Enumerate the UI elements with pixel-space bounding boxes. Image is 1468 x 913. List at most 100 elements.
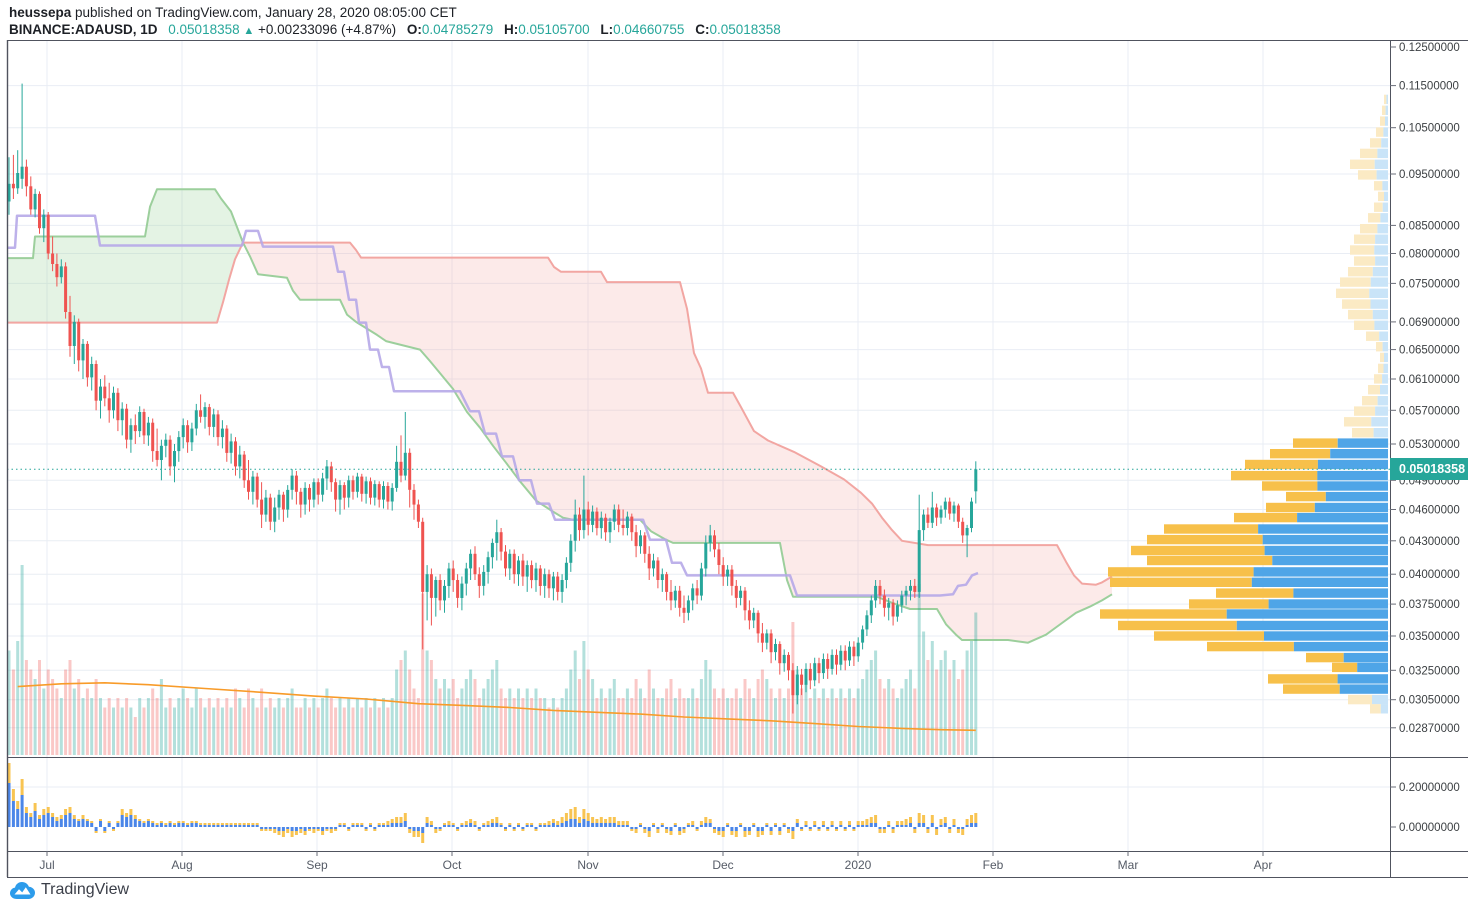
candle-body [325, 466, 329, 479]
volume-profile-row-blue [1383, 363, 1388, 374]
oscillator-bar-blue [547, 825, 551, 827]
oscillator-bar-yellow [625, 821, 629, 825]
candle-body [582, 509, 586, 531]
oscillator-bar-yellow [534, 829, 538, 831]
candle-body [756, 612, 760, 634]
oscillator-bar-yellow [652, 823, 655, 825]
oscillator-bar-yellow [935, 829, 939, 835]
candle-body [64, 266, 68, 312]
volume-profile-row-blue [1258, 524, 1388, 534]
volume-bar [930, 641, 934, 755]
oscillator-bar-yellow [504, 829, 507, 831]
candle-body [678, 590, 682, 608]
oscillator-bar-blue [612, 823, 616, 827]
volume-bar [721, 688, 725, 755]
oscillator-bar-blue [238, 825, 242, 827]
volume-bar [599, 688, 603, 755]
volume-bar [216, 698, 220, 755]
volume-profile-row-blue [1330, 449, 1388, 459]
candle-body [59, 266, 63, 278]
oscillator-bar-yellow [268, 829, 272, 831]
volume-profile-row-yellow [1368, 385, 1380, 395]
lagging-line-path [7, 214, 979, 597]
oscillator-bar-blue [133, 819, 137, 827]
candle-body [956, 505, 960, 522]
candle-body [747, 610, 751, 621]
oscillator-bar-yellow [486, 821, 490, 825]
volume-profile-row-blue [1236, 620, 1388, 631]
oscillator-bar-yellow [273, 829, 277, 833]
oscillator-bar-yellow [451, 823, 455, 825]
volume-bar [952, 660, 956, 755]
oscillator-bar-blue [639, 825, 642, 827]
volume-bar [325, 688, 329, 755]
close-value: 0.05018358 [709, 22, 781, 37]
candle-body [726, 569, 730, 577]
oscillator-bar-yellow [11, 789, 15, 801]
volume-bar [804, 679, 808, 755]
oscillator-bar-blue [229, 825, 233, 827]
oscillator-bar-yellow [682, 829, 686, 833]
volume-profile-row-yellow [1131, 545, 1265, 556]
volume-profile-row-yellow [1154, 631, 1264, 641]
oscillator-bar-blue [142, 823, 146, 827]
volume-profile-row-yellow [1380, 116, 1385, 126]
oscillator-bar-yellow [586, 813, 590, 821]
volume-bar [686, 698, 690, 755]
candle-body [286, 489, 290, 510]
candle-body [856, 642, 860, 657]
oscillator-bar-yellow [81, 815, 85, 819]
oscillator-bar-blue [51, 817, 55, 827]
volume-profile-row-blue [1325, 491, 1388, 502]
oscillator-bar-yellow [939, 819, 943, 825]
volume-bar [647, 669, 651, 755]
volume-bar [351, 707, 355, 755]
volume-profile-row-yellow [1348, 309, 1373, 320]
oscillator-bar-yellow [229, 823, 233, 825]
volume-profile-row-yellow [1354, 406, 1376, 416]
candle-body [490, 542, 494, 558]
volume-bar [774, 698, 777, 755]
candle-body [177, 437, 181, 452]
volume-bar [173, 707, 176, 755]
volume-bar [395, 669, 399, 755]
candle-body [660, 574, 664, 580]
volume-bar [59, 698, 63, 755]
oscillator-bar-yellow [808, 829, 812, 831]
oscillator-bar-blue [168, 823, 172, 827]
oscillator-bar-yellow [760, 831, 764, 835]
volume-bar [146, 698, 150, 755]
volume-bar [20, 565, 24, 755]
volume-bar [922, 631, 926, 755]
candle-body [647, 553, 651, 569]
oscillator-bar-yellow [416, 831, 420, 837]
oscillator-bar-yellow [956, 829, 960, 833]
candle-body [85, 343, 89, 378]
volume-profile-row-yellow [1374, 181, 1383, 191]
candle-body [538, 568, 542, 586]
price-tick-label: 0.08000000 [1399, 249, 1460, 261]
volume-bar [399, 660, 403, 755]
volume-profile-row-blue [1383, 127, 1388, 137]
oscillator-bar-blue [360, 825, 364, 827]
oscillator-bar-yellow [464, 821, 468, 825]
oscillator-bar-yellow [835, 829, 838, 831]
oscillator-bar-yellow [264, 829, 268, 831]
volume-bar [943, 650, 947, 755]
time-axis-label: Oct [443, 858, 462, 872]
candle-body [138, 412, 142, 432]
oscillator-bar-blue [216, 825, 220, 827]
oscillator-bar-blue [551, 823, 555, 827]
oscillator-bar-blue [543, 825, 547, 827]
oscillator-bar-yellow [490, 819, 494, 823]
oscillator-bar-yellow [765, 823, 769, 825]
oscillator-bar-yellow [242, 823, 246, 825]
volume-profile-row-yellow [1360, 224, 1378, 234]
volume-profile-row-yellow [1350, 159, 1375, 169]
volume-ma-line [17, 681, 976, 732]
oscillator-bar-blue [234, 825, 237, 827]
oscillator-bar-blue [77, 821, 81, 827]
oscillator-bar-yellow [377, 823, 381, 825]
volume-bar [290, 688, 294, 755]
